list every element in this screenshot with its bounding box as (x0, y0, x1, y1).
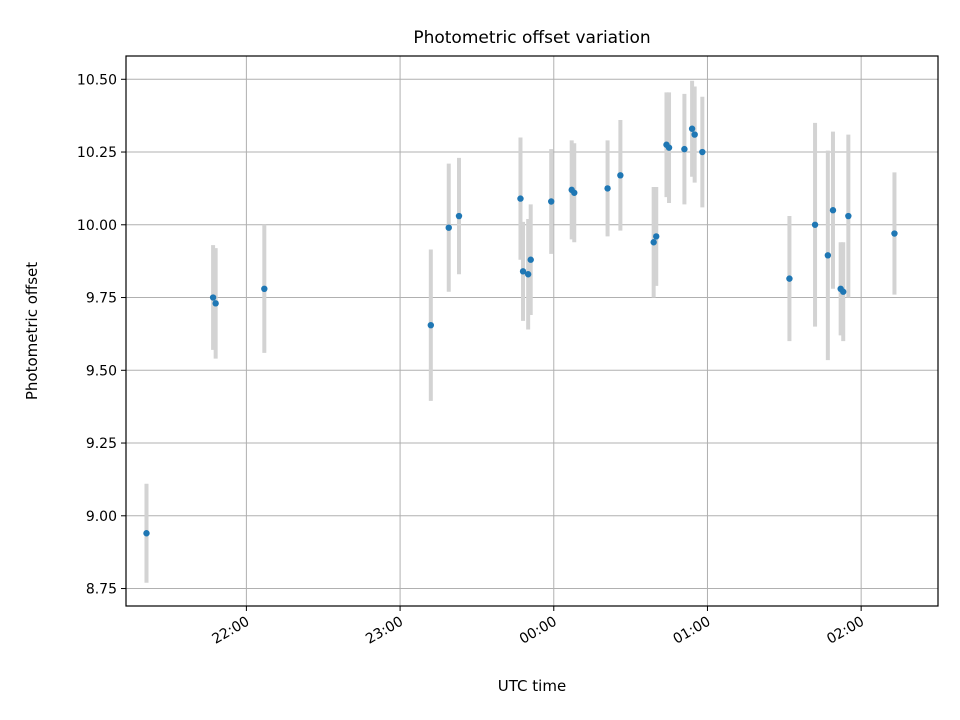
x-tick-label: 23:00 (363, 614, 406, 648)
chart-title: Photometric offset variation (413, 28, 650, 48)
plot-area-frame (125, 55, 939, 607)
data-point (681, 145, 688, 153)
data-point (261, 285, 268, 293)
x-axis-label: UTC time (498, 677, 566, 695)
data-point (665, 144, 673, 151)
y-tick-label: 10.00 (77, 218, 117, 234)
x-tick-label: 02:00 (824, 614, 867, 648)
data-point (891, 230, 898, 237)
data-point (519, 268, 527, 275)
data-point (209, 294, 217, 301)
x-tick-label: 22:00 (209, 614, 252, 648)
data-point (840, 288, 847, 295)
data-point (455, 212, 463, 220)
data-point (212, 300, 219, 307)
data-point (653, 233, 660, 240)
data-point (445, 224, 452, 231)
data-points (143, 125, 898, 537)
data-point (427, 321, 435, 329)
x-tick-label: 01:00 (671, 614, 714, 648)
y-axis-ticks: 8.75 9.00 9.25 9.50 9.75 10.00 10.25 10.50 (77, 72, 126, 598)
data-point (517, 195, 524, 202)
data-point (829, 207, 837, 214)
y-tick-label: 9.25 (86, 436, 117, 452)
data-point (688, 125, 696, 132)
y-tick-label: 8.75 (86, 582, 117, 598)
data-point (845, 212, 852, 220)
data-point (524, 271, 532, 278)
y-tick-label: 10.25 (77, 145, 117, 161)
x-axis-ticks: 22:00 23:00 00:00 01:00 02:00 (209, 606, 867, 648)
y-tick-label: 10.50 (77, 72, 117, 88)
data-point (604, 185, 611, 192)
data-point (824, 252, 832, 259)
data-point (617, 172, 624, 179)
data-point (811, 221, 819, 228)
y-tick-label: 9.50 (86, 363, 117, 379)
data-point (650, 239, 657, 246)
data-point (571, 189, 578, 196)
y-axis-label: Photometric offset (23, 262, 41, 400)
y-tick-label: 9.00 (86, 509, 117, 525)
data-point (143, 530, 150, 537)
data-point (548, 198, 555, 205)
data-point (699, 148, 706, 156)
error-bars (144, 80, 897, 583)
x-tick-label: 00:00 (517, 614, 560, 648)
data-point (786, 275, 793, 282)
data-point (527, 256, 534, 263)
data-point (691, 131, 698, 138)
y-tick-label: 9.75 (86, 291, 117, 307)
